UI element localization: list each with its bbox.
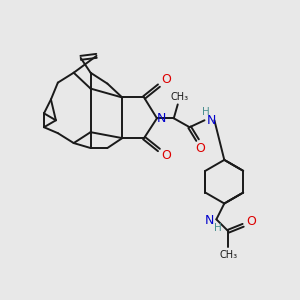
Text: CH₃: CH₃ <box>171 92 189 103</box>
Text: N: N <box>205 214 214 227</box>
Text: O: O <box>196 142 206 154</box>
Text: N: N <box>157 112 167 125</box>
Text: O: O <box>161 149 171 162</box>
Text: O: O <box>161 73 171 86</box>
Text: H: H <box>214 223 222 233</box>
Text: N: N <box>207 114 216 127</box>
Text: O: O <box>246 215 256 228</box>
Text: H: H <box>202 107 209 117</box>
Text: CH₃: CH₃ <box>219 250 237 260</box>
